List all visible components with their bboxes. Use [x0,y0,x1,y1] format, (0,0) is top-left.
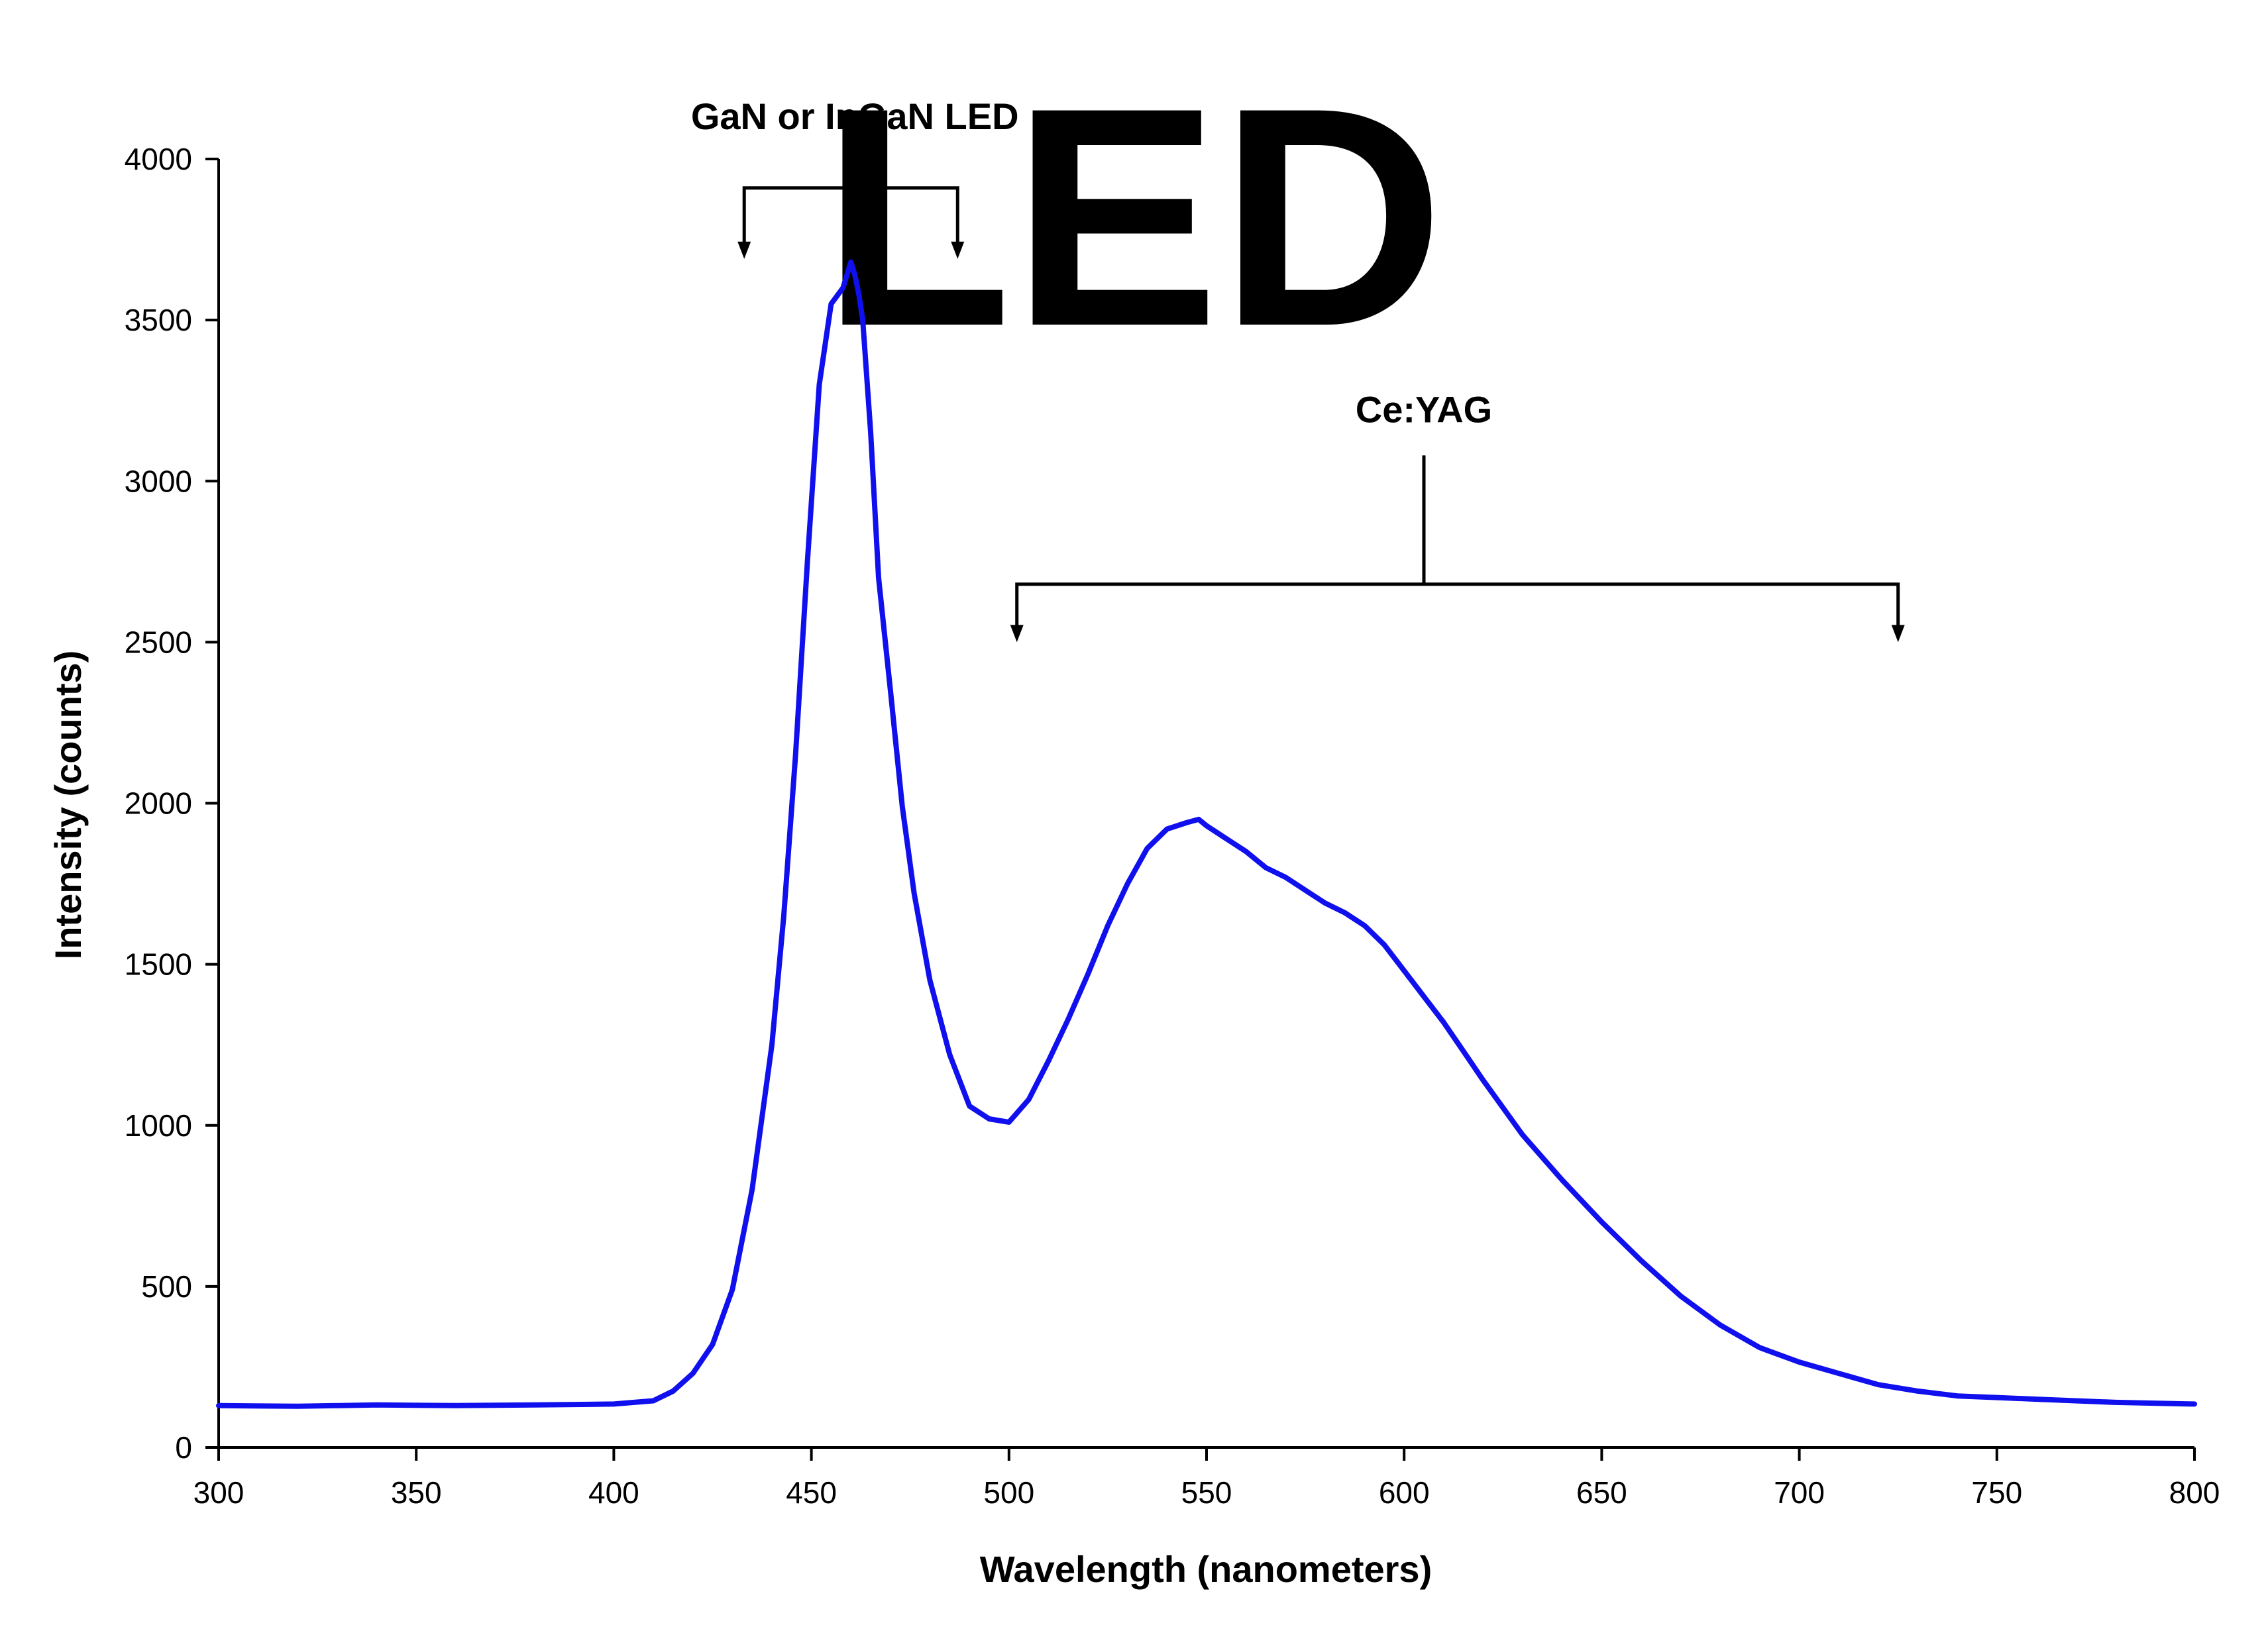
annotation-bracket: GaN or InGaN LED [691,95,1019,259]
x-tick-label: 400 [588,1475,639,1510]
y-tick-label: 0 [175,1430,192,1465]
x-axis-title: Wavelength (nanometers) [980,1548,1432,1590]
y-tick-label: 3500 [125,303,192,337]
annotation-bracket: Ce:YAG [1010,388,1905,643]
x-tick-label: 700 [1774,1475,1825,1510]
y-tick-label: 3000 [125,464,192,498]
chart-title: LED [822,43,1444,391]
y-tick-label: 2500 [125,625,192,659]
x-tick-label: 450 [786,1475,837,1510]
x-tick-label: 550 [1181,1475,1232,1510]
x-axis-ticks: 300 350 400 450 500 550 600 650 700 750 800 [193,1447,2220,1510]
y-tick-label: 4000 [125,142,192,176]
arrow-head [737,241,751,259]
y-axis-title: Intensity (counts) [47,651,89,960]
annotation-label: Ce:YAG [1356,388,1492,430]
bracket-line [1015,582,1900,628]
y-tick-label: 1000 [125,1108,192,1143]
x-tick-label: 650 [1576,1475,1627,1510]
intensity-series-line [216,259,2197,1409]
annotation-label: GaN or InGaN LED [691,95,1019,137]
bracket-line [742,186,959,244]
arrow-head [951,241,965,259]
annotation-brackets: GaN or InGaN LED Ce:YAG [691,95,1905,643]
y-axis-ticks: 0 500 1000 1500 2000 2500 3000 3500 4000 [125,142,219,1465]
x-tick-label: 500 [983,1475,1034,1510]
x-tick-label: 300 [193,1475,244,1510]
y-tick-label: 2000 [125,786,192,821]
y-tick-label: 1500 [125,947,192,982]
arrow-head [1891,625,1905,643]
x-tick-label: 350 [391,1475,442,1510]
y-tick-label: 500 [141,1269,192,1304]
x-tick-label: 800 [2169,1475,2220,1510]
x-tick-label: 750 [1971,1475,2022,1510]
x-tick-label: 600 [1379,1475,1430,1510]
arrow-head [1010,625,1024,643]
